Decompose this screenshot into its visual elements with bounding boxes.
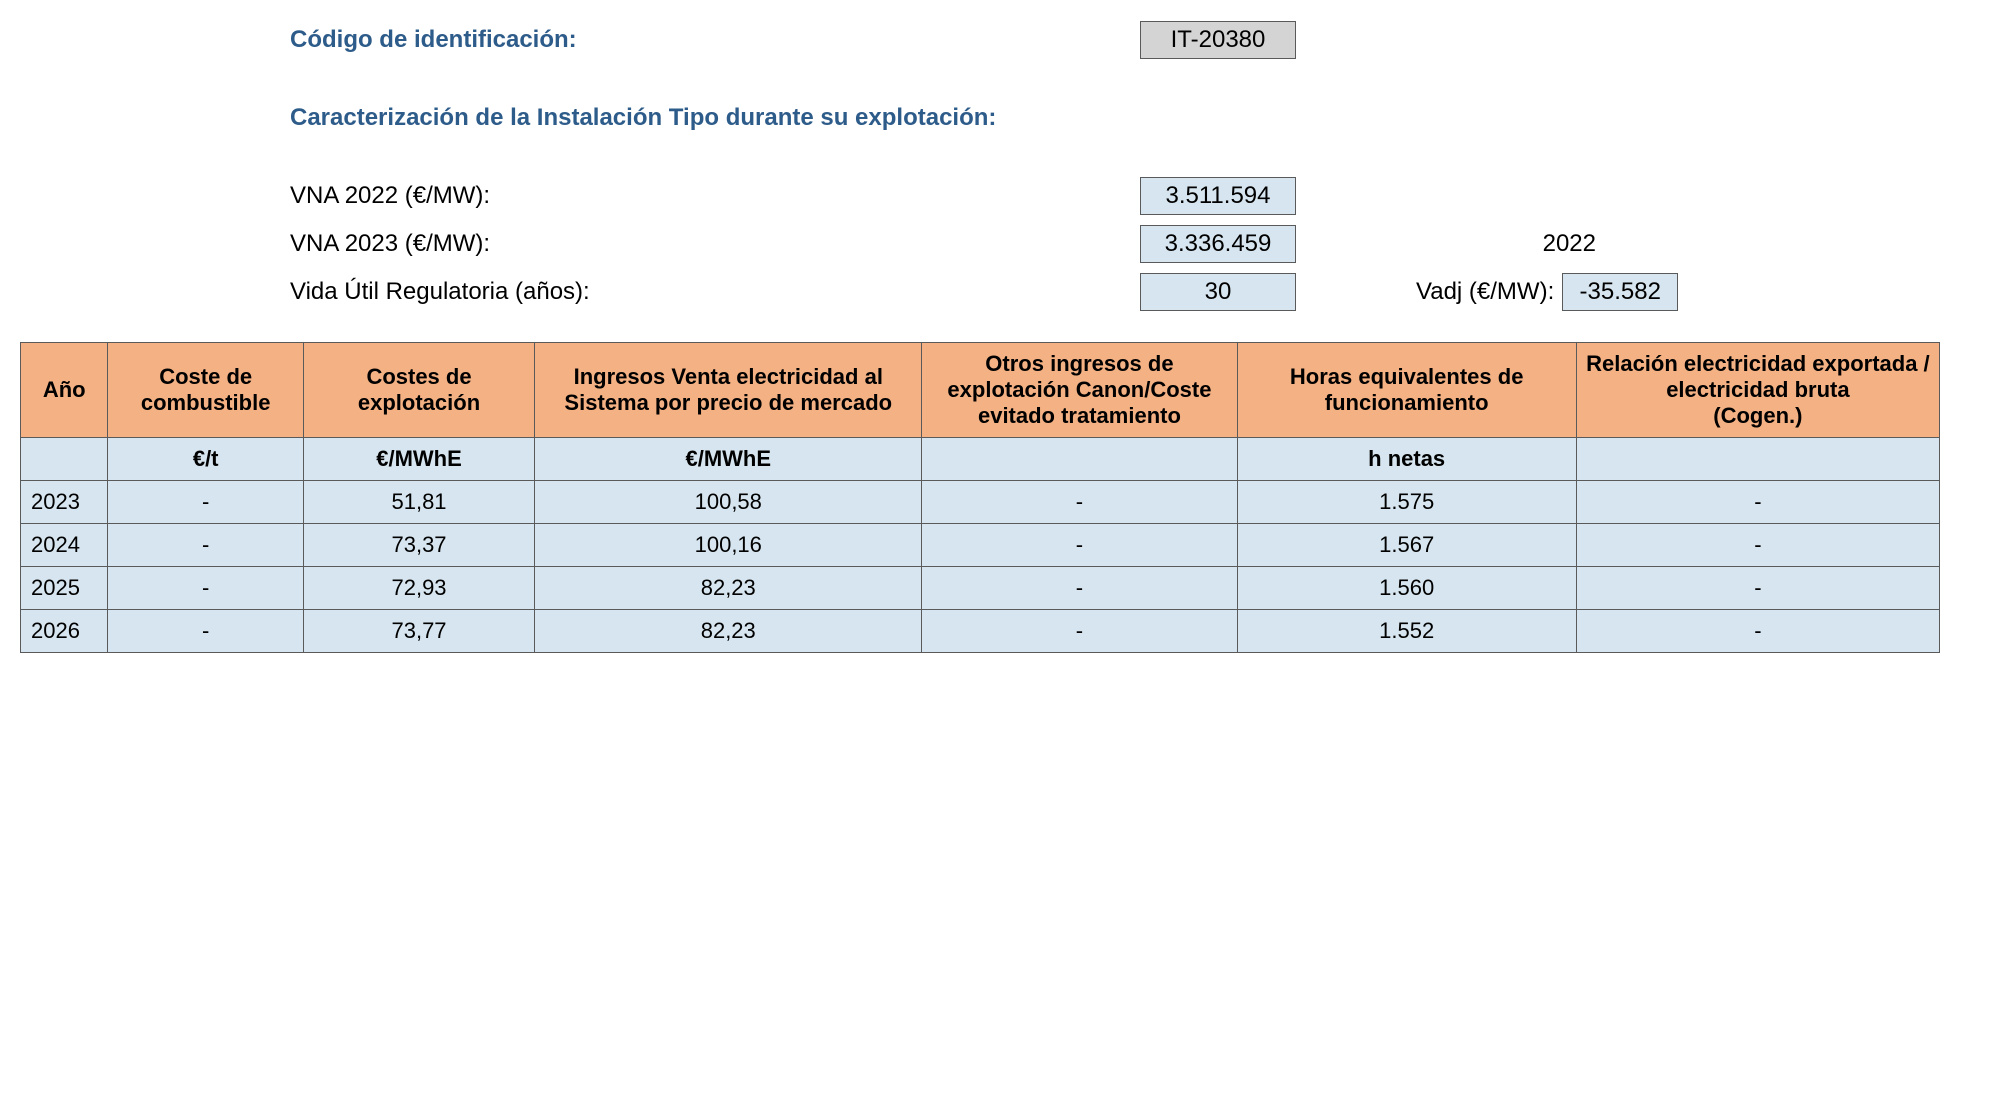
table-cell: - xyxy=(922,610,1237,653)
table-cell: - xyxy=(922,524,1237,567)
vadj-value: -35.582 xyxy=(1562,273,1678,311)
col-header: Relación electricidad exportada / electr… xyxy=(1576,343,1939,438)
table-cell: 2026 xyxy=(21,610,108,653)
table-cell: 1.575 xyxy=(1237,481,1576,524)
vida-label: Vida Útil Regulatoria (años): xyxy=(290,278,1140,306)
table-cell: - xyxy=(922,567,1237,610)
table-cell: 82,23 xyxy=(535,567,922,610)
id-label: Código de identificación: xyxy=(290,26,1140,54)
data-table: AñoCoste de combustibleCostes de explota… xyxy=(20,342,1940,653)
table-cell: 1.567 xyxy=(1237,524,1576,567)
vadj-label: Vadj (€/MW): xyxy=(1416,278,1554,306)
unit-cell: h netas xyxy=(1237,438,1576,481)
unit-cell xyxy=(21,438,108,481)
table-cell: 82,23 xyxy=(535,610,922,653)
unit-cell xyxy=(1576,438,1939,481)
col-header: Coste de combustible xyxy=(108,343,303,438)
table-cell: 100,58 xyxy=(535,481,922,524)
col-header: Año xyxy=(21,343,108,438)
table-cell: 1.552 xyxy=(1237,610,1576,653)
col-header: Ingresos Venta electricidad al Sistema p… xyxy=(535,343,922,438)
year-ref: 2022 xyxy=(1416,230,1596,258)
vna2023-label: VNA 2023 (€/MW): xyxy=(290,230,1140,258)
table-row: 2025-72,9382,23-1.560- xyxy=(21,567,1940,610)
table-cell: - xyxy=(108,610,303,653)
unit-cell: €/t xyxy=(108,438,303,481)
table-cell: 73,37 xyxy=(303,524,534,567)
table-cell: - xyxy=(1576,524,1939,567)
table-cell: 2025 xyxy=(21,567,108,610)
table-cell: 72,93 xyxy=(303,567,534,610)
table-cell: 2024 xyxy=(21,524,108,567)
unit-cell xyxy=(922,438,1237,481)
table-cell: - xyxy=(1576,481,1939,524)
header-section: Código de identificación: IT-20380 Carac… xyxy=(290,20,1980,312)
table-row: 2023-51,81100,58-1.575- xyxy=(21,481,1940,524)
table-cell: 1.560 xyxy=(1237,567,1576,610)
col-header: Otros ingresos de explotación Canon/Cost… xyxy=(922,343,1237,438)
table-cell: - xyxy=(108,567,303,610)
table-cell: 100,16 xyxy=(535,524,922,567)
vida-value: 30 xyxy=(1140,273,1296,311)
col-header: Horas equivalentes de funcionamiento xyxy=(1237,343,1576,438)
table-cell: - xyxy=(1576,567,1939,610)
table-cell: 2023 xyxy=(21,481,108,524)
vna2022-label: VNA 2022 (€/MW): xyxy=(290,182,1140,210)
table-row: 2026-73,7782,23-1.552- xyxy=(21,610,1940,653)
section-title: Caracterización de la Instalación Tipo d… xyxy=(290,104,1140,132)
table-cell: - xyxy=(108,524,303,567)
table-row: 2024-73,37100,16-1.567- xyxy=(21,524,1940,567)
id-value: IT-20380 xyxy=(1140,21,1296,59)
unit-cell: €/MWhE xyxy=(535,438,922,481)
col-header: Costes de explotación xyxy=(303,343,534,438)
unit-cell: €/MWhE xyxy=(303,438,534,481)
table-cell: 73,77 xyxy=(303,610,534,653)
vna2022-value: 3.511.594 xyxy=(1140,177,1296,215)
table-cell: - xyxy=(108,481,303,524)
vna2023-value: 3.336.459 xyxy=(1140,225,1296,263)
table-cell: 51,81 xyxy=(303,481,534,524)
table-cell: - xyxy=(1576,610,1939,653)
table-cell: - xyxy=(922,481,1237,524)
